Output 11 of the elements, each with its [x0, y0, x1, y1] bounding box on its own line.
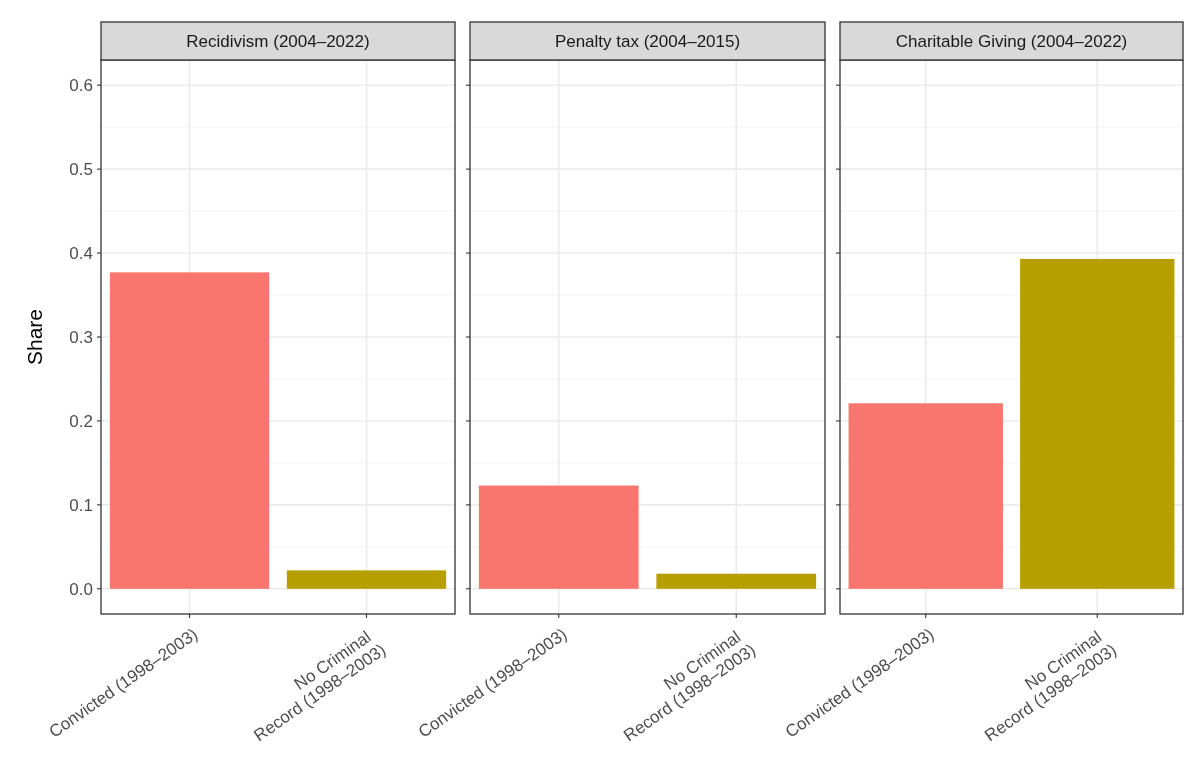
y-tick-label: 0.0 [69, 579, 93, 599]
y-axis-title: Share [23, 308, 46, 366]
y-tick-label: 0.5 [69, 160, 93, 180]
y-tick-label: 0.4 [69, 244, 93, 264]
y-tick-label: 0.3 [69, 328, 93, 347]
y-tick-label: 0.6 [69, 76, 93, 96]
chart-title: Penalty tax (2004–2015) [554, 32, 741, 51]
chart-title: Recidivism (2004–2022) [186, 32, 370, 51]
y-tick-label: 0.1 [69, 495, 93, 515]
chart-title: Charitable Giving (2004–2022) [895, 32, 1128, 51]
y-tick-label: 0.2 [69, 411, 93, 431]
